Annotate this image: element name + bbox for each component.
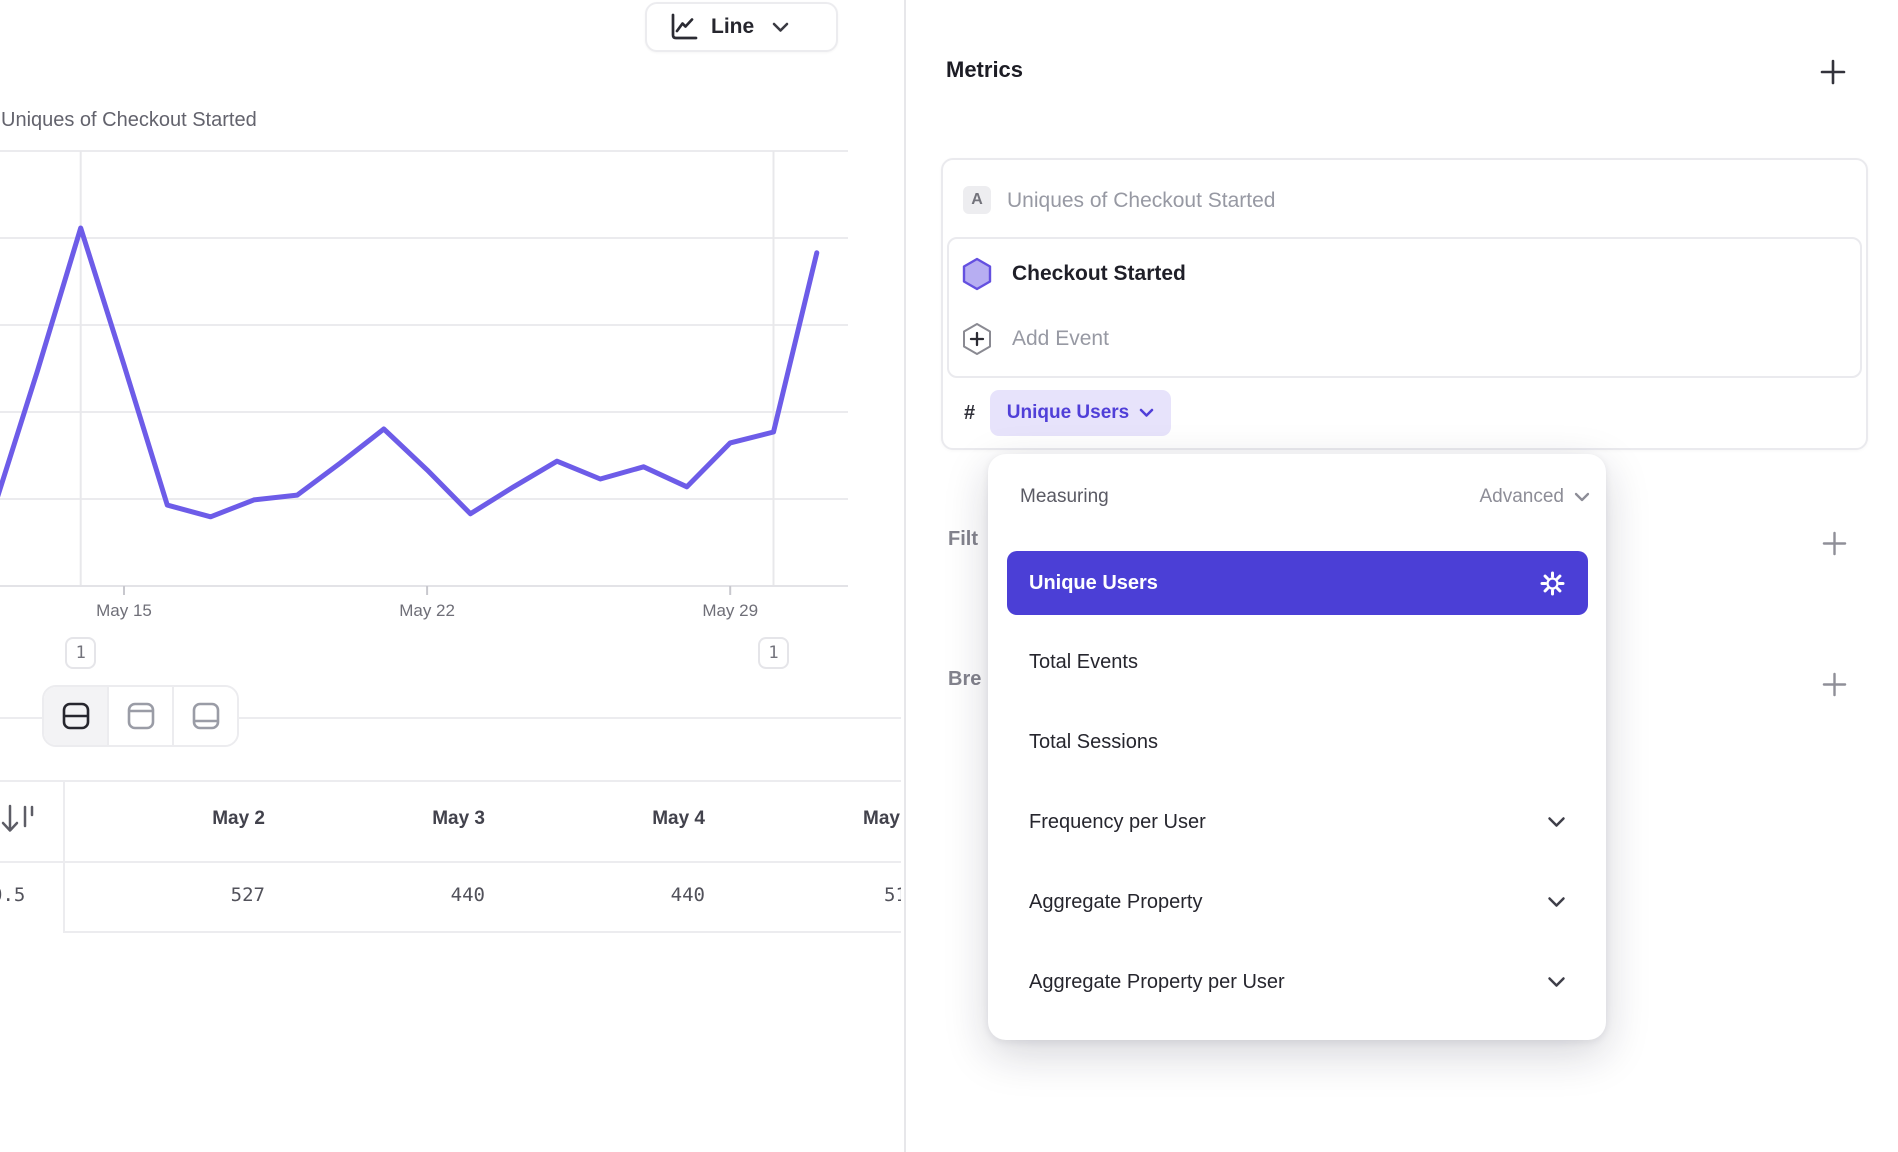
x-axis-label: May 29 bbox=[702, 601, 759, 620]
measuring-dropdown-header: Measuring Advanced bbox=[1020, 486, 1590, 508]
line-chart-icon bbox=[671, 13, 698, 40]
sort-descending-icon[interactable] bbox=[0, 802, 39, 838]
chart-panel: Line Uniques of Checkout Started May 15 M… bbox=[0, 0, 901, 1152]
dropdown-item-aggregate-property-per-user[interactable]: Aggregate Property per User bbox=[1007, 950, 1588, 1014]
measured-as-prefix: # bbox=[964, 402, 976, 424]
event-name[interactable]: Checkout Started bbox=[1012, 262, 1186, 285]
chart-only-icon bbox=[127, 702, 154, 730]
chevron-down-icon bbox=[1574, 492, 1590, 502]
plus-icon bbox=[1820, 59, 1846, 85]
dropdown-item-total-events[interactable]: Total Events bbox=[1007, 630, 1588, 694]
chevron-down-icon bbox=[1548, 817, 1565, 827]
add-breakdown-button[interactable] bbox=[1820, 670, 1848, 698]
add-filter-button[interactable] bbox=[1820, 529, 1848, 557]
table-row-border bbox=[63, 931, 901, 933]
dropdown-item-label: Total Events bbox=[1029, 650, 1138, 673]
table-header-cell[interactable]: May 4 bbox=[652, 808, 705, 829]
dropdown-item-label: Aggregate Property per User bbox=[1029, 970, 1285, 993]
view-toggle-table[interactable] bbox=[172, 687, 237, 745]
dropdown-item-label: Frequency per User bbox=[1029, 810, 1206, 833]
x-axis-label: May 22 bbox=[399, 601, 455, 620]
panel-divider bbox=[904, 0, 906, 1152]
dropdown-item-label: Total Sessions bbox=[1029, 730, 1158, 753]
add-event-label[interactable]: Add Event bbox=[1012, 327, 1109, 350]
chevron-down-icon bbox=[1548, 977, 1565, 987]
dropdown-item-label: Aggregate Property bbox=[1029, 890, 1203, 913]
dropdown-item-frequency-per-user[interactable]: Frequency per User bbox=[1007, 790, 1588, 854]
chart-type-label: Line bbox=[711, 15, 755, 38]
gear-icon[interactable] bbox=[1539, 570, 1566, 597]
metrics-section-title: Metrics bbox=[946, 57, 1024, 82]
measured-as-dropdown[interactable]: Unique Users bbox=[990, 390, 1171, 436]
x-axis-label: May 15 bbox=[96, 601, 152, 620]
table-cell: 440 bbox=[450, 884, 485, 906]
view-toggle-split[interactable] bbox=[44, 687, 107, 745]
view-toggle bbox=[42, 685, 239, 747]
table-column-border bbox=[63, 781, 65, 932]
chart-gridlines bbox=[0, 150, 848, 500]
chart-ticks bbox=[123, 586, 732, 595]
add-metric-button[interactable] bbox=[1819, 58, 1847, 86]
metric-name[interactable]: Uniques of Checkout Started bbox=[1007, 189, 1276, 212]
filters-section-title: Filt bbox=[948, 528, 978, 550]
dropdown-item-aggregate-property[interactable]: Aggregate Property bbox=[1007, 870, 1588, 934]
plus-icon bbox=[1822, 531, 1846, 555]
table-only-icon bbox=[192, 702, 219, 730]
dropdown-item-label: Unique Users bbox=[1029, 571, 1158, 594]
table-cell: 527 bbox=[230, 884, 265, 906]
section-divider bbox=[0, 717, 901, 719]
add-event-hexagon-icon[interactable] bbox=[961, 322, 993, 356]
chart-annotation-lines bbox=[79, 151, 775, 586]
annotation-badge[interactable]: 1 bbox=[65, 637, 97, 669]
event-card bbox=[947, 237, 1862, 378]
table-header-border bbox=[0, 861, 901, 863]
metric-letter-badge: A bbox=[963, 186, 991, 214]
breakdowns-section-title: Bre bbox=[948, 668, 982, 690]
dropdown-item-total-sessions[interactable]: Total Sessions bbox=[1007, 710, 1588, 774]
table-cell: 51 bbox=[884, 884, 901, 906]
series-line bbox=[0, 225, 820, 520]
line-chart bbox=[0, 150, 848, 595]
table-cell: 440 bbox=[670, 884, 705, 906]
measured-as-value: Unique Users bbox=[1006, 402, 1130, 423]
chevron-down-icon bbox=[772, 22, 789, 32]
chevron-down-icon bbox=[1139, 408, 1154, 417]
dropdown-item-unique-users[interactable]: Unique Users bbox=[1007, 551, 1588, 615]
chart-title: Uniques of Checkout Started bbox=[1, 109, 257, 131]
chevron-down-icon bbox=[1548, 897, 1565, 907]
advanced-toggle[interactable]: Advanced bbox=[1479, 486, 1590, 508]
table-header-cell[interactable]: May 3 bbox=[432, 808, 485, 829]
event-hexagon-icon bbox=[962, 257, 992, 291]
plus-icon bbox=[1822, 672, 1846, 696]
table-row-label: 0.5 bbox=[0, 884, 26, 906]
table-header-cell[interactable]: May 2 bbox=[212, 808, 265, 829]
measuring-label: Measuring bbox=[1020, 486, 1109, 507]
view-toggle-chart[interactable] bbox=[107, 687, 172, 745]
chart-type-button[interactable]: Line bbox=[645, 2, 838, 52]
table-top-border bbox=[0, 780, 901, 782]
advanced-label: Advanced bbox=[1479, 486, 1564, 507]
split-view-icon bbox=[62, 702, 89, 730]
annotation-badge[interactable]: 1 bbox=[758, 637, 789, 669]
table-header-cell[interactable]: May bbox=[863, 808, 900, 829]
